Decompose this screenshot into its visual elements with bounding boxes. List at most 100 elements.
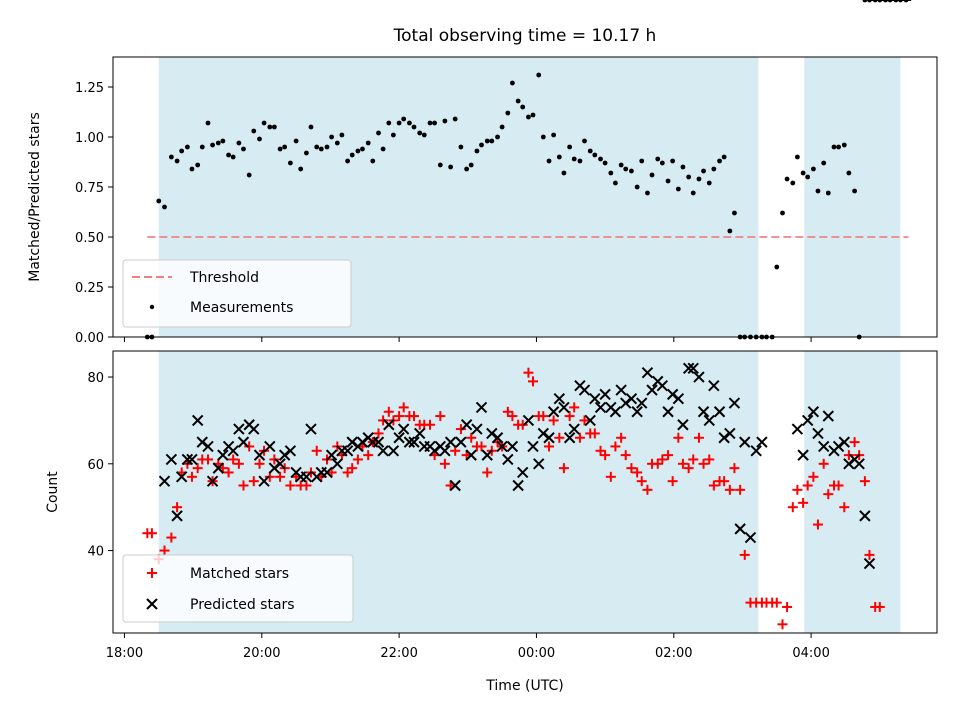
matched-star-point <box>839 502 850 513</box>
measurement-point <box>199 144 205 150</box>
matched-star-point <box>425 419 436 430</box>
measurement-point <box>639 158 645 164</box>
matched-star-point <box>342 467 353 478</box>
x-stroke <box>325 449 338 461</box>
top-panel-frame <box>112 56 938 338</box>
measurement-point <box>618 162 624 168</box>
x-tick-label: 02:00 <box>655 646 692 661</box>
measurement-point <box>608 170 614 176</box>
measurement-point <box>396 120 402 126</box>
predicted-star-point <box>403 436 416 448</box>
matched-star-point <box>439 458 450 469</box>
predicted-star-point <box>212 462 224 474</box>
matched-star-point <box>228 454 239 465</box>
matched-star-point <box>642 484 653 495</box>
predicted-star-point <box>248 423 260 435</box>
x-stroke <box>533 458 545 470</box>
y-tick-label: 1.00 <box>75 131 104 146</box>
matched-star-point <box>610 441 621 452</box>
matched-star-point <box>172 502 183 513</box>
matched-star-point <box>704 454 715 465</box>
predicted-star-point <box>708 380 720 392</box>
predicted-star-point <box>693 371 705 383</box>
matched-star-point <box>538 411 549 422</box>
predicted-star-point <box>202 440 214 453</box>
measurement-point <box>407 120 412 126</box>
matched-star-point <box>802 480 813 491</box>
bottom-panel-frame <box>112 350 938 634</box>
x-stroke <box>537 427 550 440</box>
measurement-point <box>355 148 361 154</box>
measurement-point <box>257 136 262 142</box>
measurement-point <box>645 190 650 196</box>
predicted-star-point <box>171 510 183 522</box>
x-tick-label: 22:00 <box>380 646 417 661</box>
matched-star-point <box>383 406 394 417</box>
predicted-star-point <box>481 449 493 461</box>
matched-star-point <box>657 454 668 465</box>
measurement-point <box>841 142 847 148</box>
measurement-point <box>696 176 702 182</box>
predicted-star-point <box>186 453 198 466</box>
measurement-point <box>293 138 299 144</box>
x-stroke <box>609 406 622 418</box>
matched-star-point <box>771 597 782 608</box>
x-axis-label: Time (UTC) <box>485 678 563 694</box>
matched-star-point <box>373 428 384 439</box>
x-stroke <box>227 445 239 457</box>
matched-star-point <box>693 432 704 443</box>
predicted-star-point <box>734 523 746 535</box>
x-stroke <box>397 423 410 435</box>
matched-star-point <box>673 432 684 443</box>
matched-star-point <box>652 458 663 469</box>
x-stroke <box>801 414 814 427</box>
predicted-star-point <box>533 458 545 470</box>
predicted-star-point <box>615 384 627 396</box>
x-stroke <box>646 384 658 396</box>
measurement-point <box>205 120 211 126</box>
x-stroke <box>486 427 498 440</box>
predicted-star-point <box>609 406 622 418</box>
predicted-star-point <box>853 458 865 470</box>
x-stroke <box>863 557 876 570</box>
matched-star-point <box>698 458 709 469</box>
predicted-star-point <box>553 393 566 405</box>
matched-star-point <box>275 471 286 482</box>
measurement-point <box>515 98 521 104</box>
x-stroke <box>341 445 354 457</box>
x-tick-label: 04:00 <box>792 646 829 661</box>
measurement-point <box>582 138 587 144</box>
measurement-point <box>805 174 811 180</box>
predicted-star-point <box>206 475 219 487</box>
measurement-point <box>210 142 215 148</box>
matched-star-point <box>223 467 234 478</box>
shaded-region-2 <box>804 351 901 633</box>
matched-star-point <box>523 367 534 378</box>
measurement-point <box>215 140 221 146</box>
x-stroke <box>703 414 715 427</box>
x-stroke <box>522 414 535 427</box>
x-stroke <box>449 479 461 492</box>
x-stroke <box>750 445 762 457</box>
predicted-star-point <box>791 423 804 435</box>
x-stroke <box>237 436 250 448</box>
measurement-point <box>659 160 665 166</box>
matched-star-point <box>787 502 798 513</box>
matched-star-point <box>808 471 819 482</box>
predicted-star-point <box>512 479 524 492</box>
predicted-star-point <box>756 436 768 448</box>
matched-star-point <box>347 463 358 474</box>
measurement-point <box>686 174 692 180</box>
measurement-point <box>571 156 577 162</box>
measurement-point <box>246 172 252 178</box>
predicted-star-point <box>859 510 871 522</box>
x-stroke <box>460 419 473 431</box>
measurement-point <box>690 190 696 196</box>
predicted-star-point <box>543 432 555 444</box>
x-tick-label: 20:00 <box>243 646 280 661</box>
matched-star-point <box>574 432 585 443</box>
predicted-star-point <box>522 414 535 427</box>
x-stroke <box>444 436 457 448</box>
predicted-star-point <box>264 440 276 453</box>
